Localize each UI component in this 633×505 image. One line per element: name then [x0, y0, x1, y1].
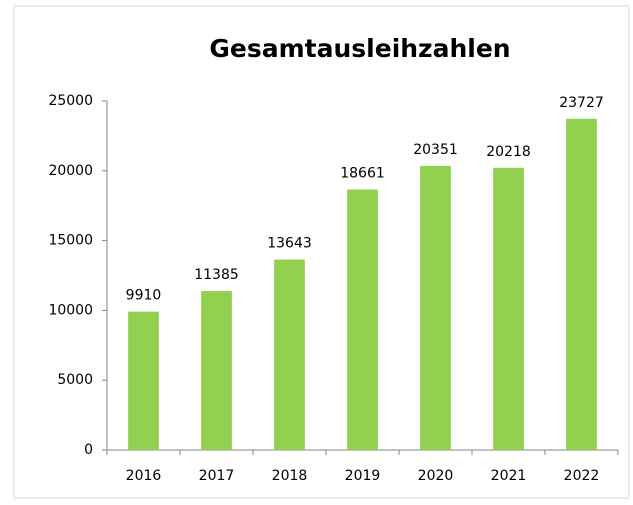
x-tick-label: 2017 — [199, 468, 235, 484]
chart-frame — [13, 5, 630, 499]
data-label: 18661 — [340, 165, 385, 181]
bar — [128, 311, 159, 450]
data-label: 23727 — [559, 95, 604, 111]
y-tick-label: 10000 — [48, 302, 93, 318]
data-label: 9910 — [126, 288, 162, 304]
data-label: 20218 — [486, 144, 531, 160]
y-tick-label: 15000 — [48, 233, 93, 249]
data-label: 13643 — [267, 236, 312, 252]
bar — [274, 259, 305, 450]
y-tick-label: 5000 — [57, 372, 93, 388]
x-tick-label: 2022 — [564, 468, 600, 484]
bar — [420, 165, 451, 451]
bar — [566, 118, 597, 450]
y-tick-label: 0 — [84, 442, 93, 458]
bar — [201, 291, 232, 450]
bar — [493, 167, 524, 450]
chart-title: Gesamtausleihzahlen — [209, 34, 510, 63]
y-tick-label: 20000 — [48, 163, 93, 179]
y-tick-label: 25000 — [48, 93, 93, 109]
data-label: 20351 — [413, 142, 458, 158]
x-tick-label: 2018 — [272, 468, 308, 484]
x-tick-label: 2020 — [418, 468, 454, 484]
x-tick-label: 2016 — [126, 468, 162, 484]
x-tick-label: 2021 — [491, 468, 527, 484]
x-tick-label: 2019 — [345, 468, 381, 484]
bar — [347, 189, 378, 451]
data-label: 11385 — [194, 267, 239, 283]
